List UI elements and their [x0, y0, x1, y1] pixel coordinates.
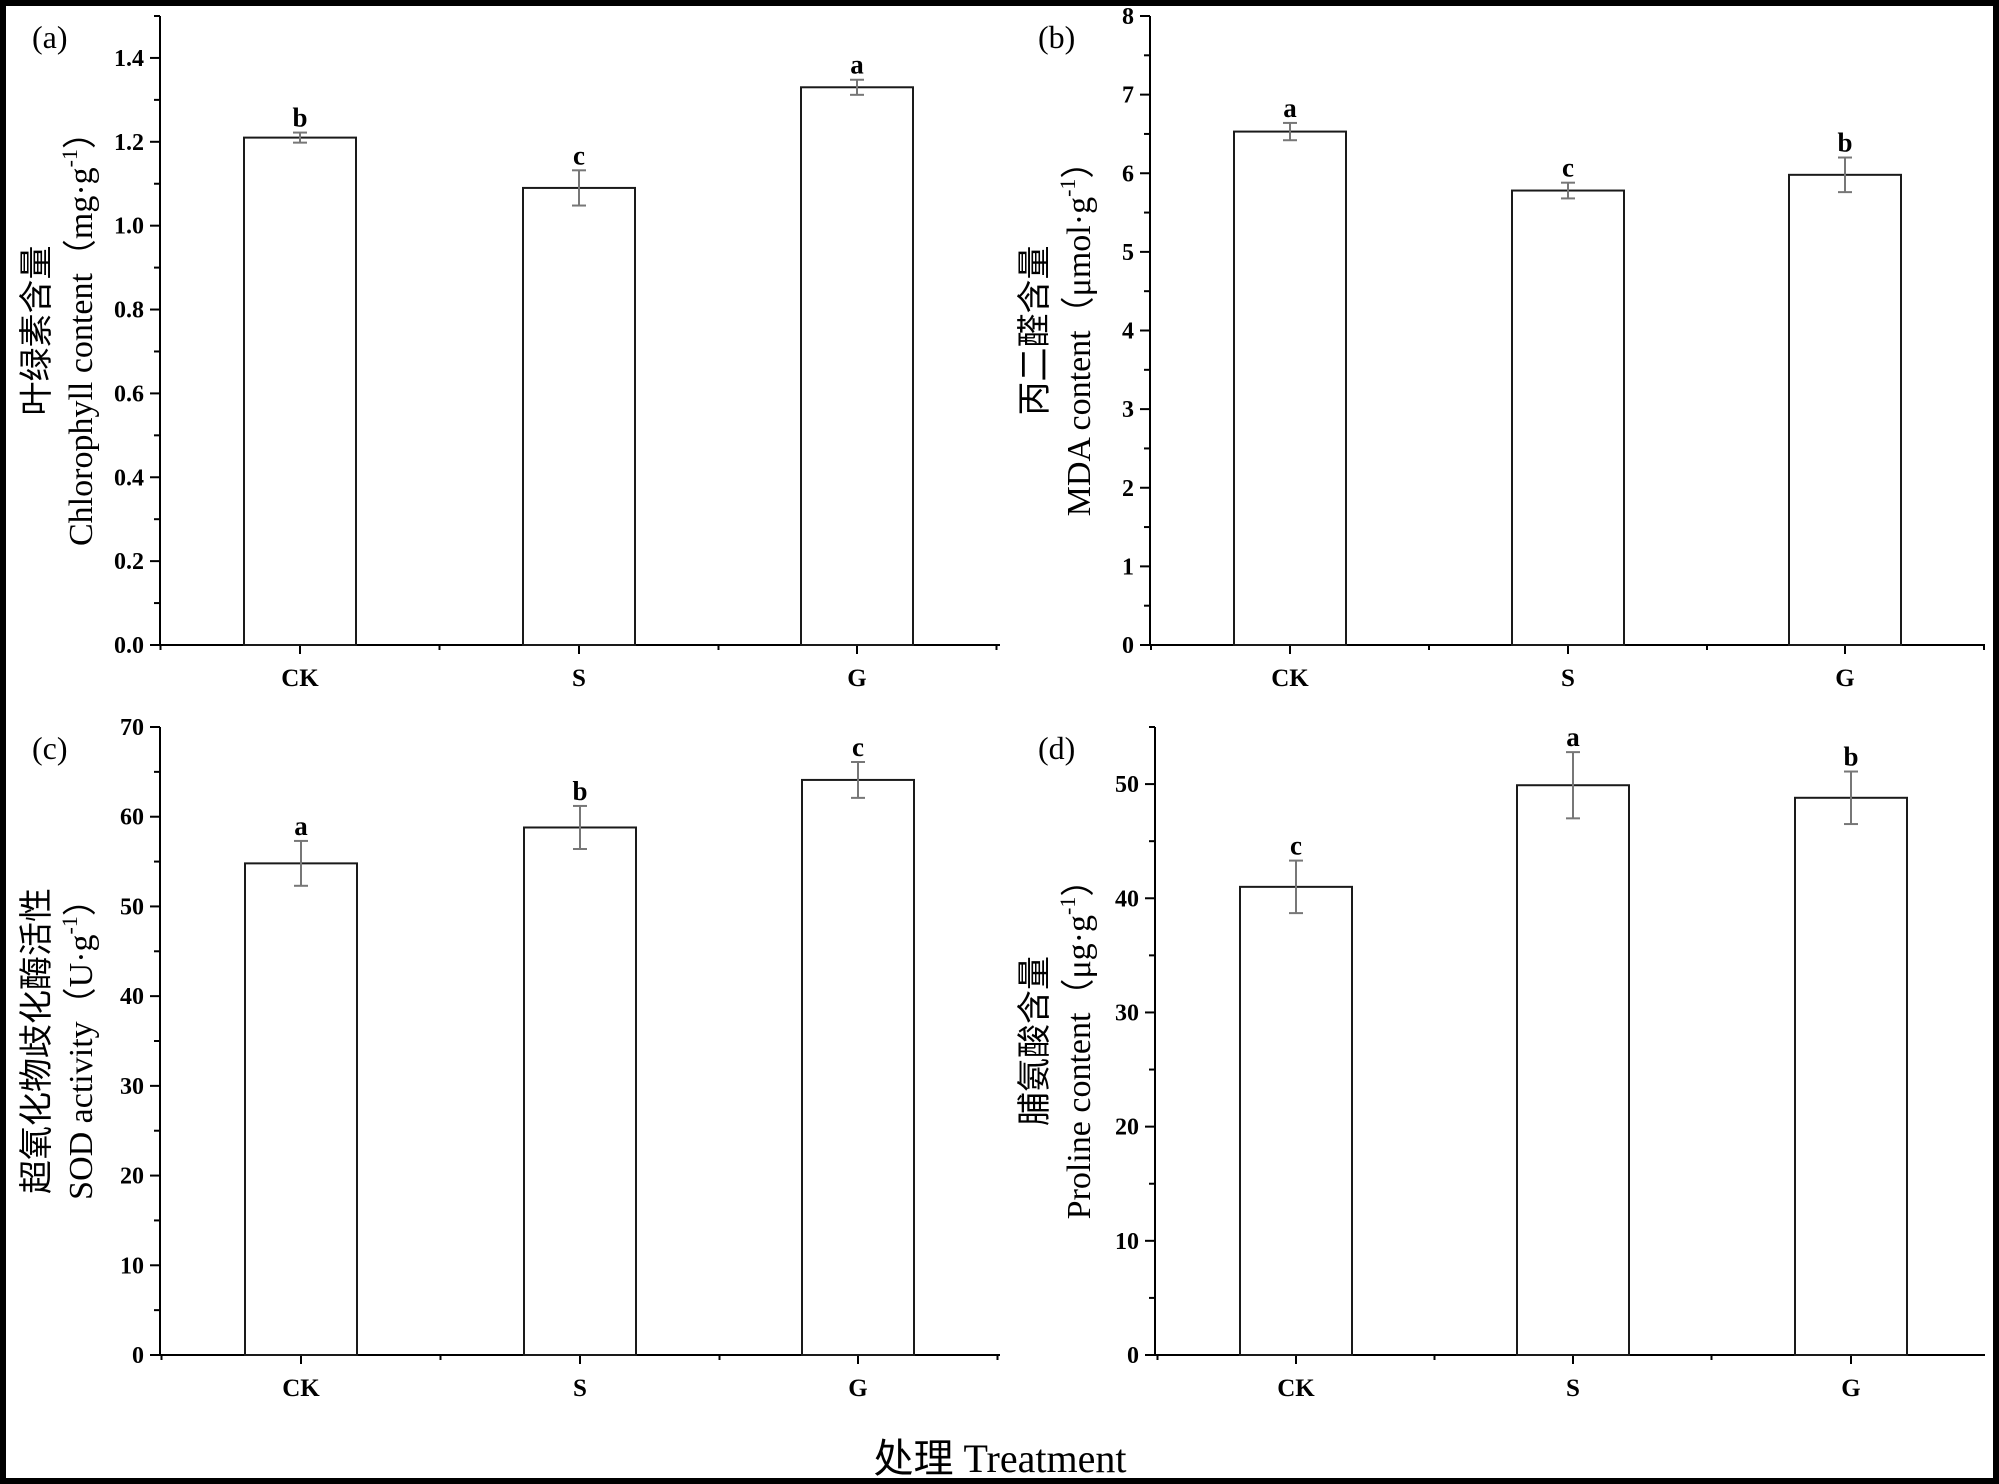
significance-letter: c [852, 732, 864, 762]
y-axis-label-chinese: 脯氨酸含量 [1016, 956, 1054, 1126]
y-axis-label-english: Proline content（μg·g-1） [1055, 863, 1098, 1220]
y-tick-label: 10 [1115, 1229, 1139, 1255]
y-axis-label-superscript: -1 [1055, 179, 1080, 197]
y-tick-label: 50 [120, 894, 144, 920]
significance-letter: b [1843, 742, 1858, 772]
y-tick-label: 20 [120, 1164, 144, 1190]
significance-letter: b [572, 776, 587, 806]
y-axis-label-main: Proline content（μg·g [1060, 915, 1098, 1219]
y-tick-label: 1 [1122, 554, 1134, 580]
significance-letter: b [292, 103, 307, 133]
y-axis-label-chinese: 叶绿素含量 [18, 246, 56, 416]
category-label: S [572, 665, 586, 692]
bar-s [1516, 784, 1630, 1356]
significance-letter: a [294, 811, 308, 841]
y-tick-label: 1.0 [114, 214, 144, 240]
y-tick-label: 30 [1115, 1000, 1139, 1026]
y-axis-label-english: Chlorophyll content（mg·g-1） [57, 115, 100, 546]
y-tick-label: 50 [1115, 772, 1139, 798]
category-label: CK [282, 1375, 320, 1402]
y-tick-label: 0.0 [114, 633, 144, 659]
bar-g [800, 86, 914, 646]
significance-letter: a [1283, 93, 1297, 123]
significance-letter: b [1837, 128, 1852, 158]
significance-letter: c [1562, 153, 1574, 183]
y-tick-label: 8 [1122, 4, 1134, 30]
category-label: CK [281, 665, 319, 692]
y-tick-label: 3 [1122, 397, 1134, 423]
y-axis-label-english: MDA content（μmol·g-1） [1055, 145, 1098, 517]
y-axis-label-main: SOD activity（U·g [62, 934, 100, 1199]
category-label: S [1561, 665, 1575, 692]
y-tick-label: 7 [1122, 83, 1134, 109]
y-axis-label-close: ） [62, 115, 100, 149]
significance-letter: c [573, 140, 585, 170]
y-tick-label: 1.4 [114, 46, 144, 72]
category-label: S [1566, 1375, 1580, 1402]
category-label: S [573, 1375, 587, 1402]
y-tick-label: 0.8 [114, 298, 144, 324]
bar-g [1788, 173, 1902, 646]
y-axis-label-superscript: -1 [1055, 897, 1080, 915]
y-tick-label: 70 [120, 715, 144, 741]
y-tick-label: 6 [1122, 161, 1134, 187]
y-axis-label-chinese: 超氧化物歧化酶活性 [18, 888, 56, 1194]
y-tick-label: 4 [1122, 319, 1134, 345]
y-tick-label: 0.4 [114, 465, 144, 491]
y-axis-label-superscript: -1 [57, 916, 82, 934]
significance-letter: c [1290, 831, 1302, 861]
bar-g [1794, 796, 1908, 1356]
y-tick-label: 2 [1122, 476, 1134, 502]
bar-s [1511, 189, 1625, 647]
y-axis-label-close: ） [1060, 863, 1098, 897]
category-label: CK [1277, 1375, 1315, 1402]
y-tick-label: 0.6 [114, 381, 144, 407]
y-axis-label-superscript: -1 [57, 149, 82, 167]
bar-ck [1233, 130, 1347, 647]
significance-letter: a [1566, 722, 1580, 752]
y-tick-label: 0.2 [114, 549, 144, 575]
y-axis-label-close: ） [62, 882, 100, 916]
y-axis-label-chinese: 丙二醛含量 [1016, 246, 1054, 416]
y-axis-label-main: Chlorophyll content（mg·g [62, 167, 100, 546]
y-tick-label: 60 [120, 805, 144, 831]
bar-s [522, 186, 636, 646]
panel-label: (c) [32, 730, 68, 766]
y-tick-label: 1.2 [114, 130, 144, 156]
y-tick-label: 0 [1127, 1343, 1139, 1369]
y-tick-label: 0 [1122, 633, 1134, 659]
bar-ck [244, 862, 358, 1356]
y-tick-label: 5 [1122, 240, 1134, 266]
category-label: G [1841, 1375, 1860, 1402]
bar-ck [1239, 885, 1353, 1356]
panel-label: (a) [32, 19, 68, 55]
y-tick-label: 20 [1115, 1115, 1139, 1141]
bar-g [801, 778, 915, 1356]
y-axis-label-main: MDA content（μmol·g [1060, 197, 1098, 516]
y-tick-label: 0 [132, 1343, 144, 1369]
category-label: G [1835, 665, 1854, 692]
y-axis-label-close: ） [1060, 145, 1098, 179]
category-label: CK [1271, 665, 1309, 692]
category-label: G [848, 1375, 867, 1402]
y-tick-label: 10 [120, 1253, 144, 1279]
category-label: G [847, 665, 866, 692]
panel-label: (d) [1038, 730, 1075, 766]
panel-label: (b) [1038, 19, 1075, 55]
y-tick-label: 40 [1115, 886, 1139, 912]
y-tick-label: 40 [120, 984, 144, 1010]
figure-x-axis-label: 处理 Treatment [874, 1436, 1127, 1481]
significance-letter: a [850, 50, 864, 80]
y-axis-label-english: SOD activity（U·g-1） [57, 882, 100, 1200]
bar-s [523, 826, 637, 1356]
y-tick-label: 30 [120, 1074, 144, 1100]
bar-ck [243, 136, 357, 647]
